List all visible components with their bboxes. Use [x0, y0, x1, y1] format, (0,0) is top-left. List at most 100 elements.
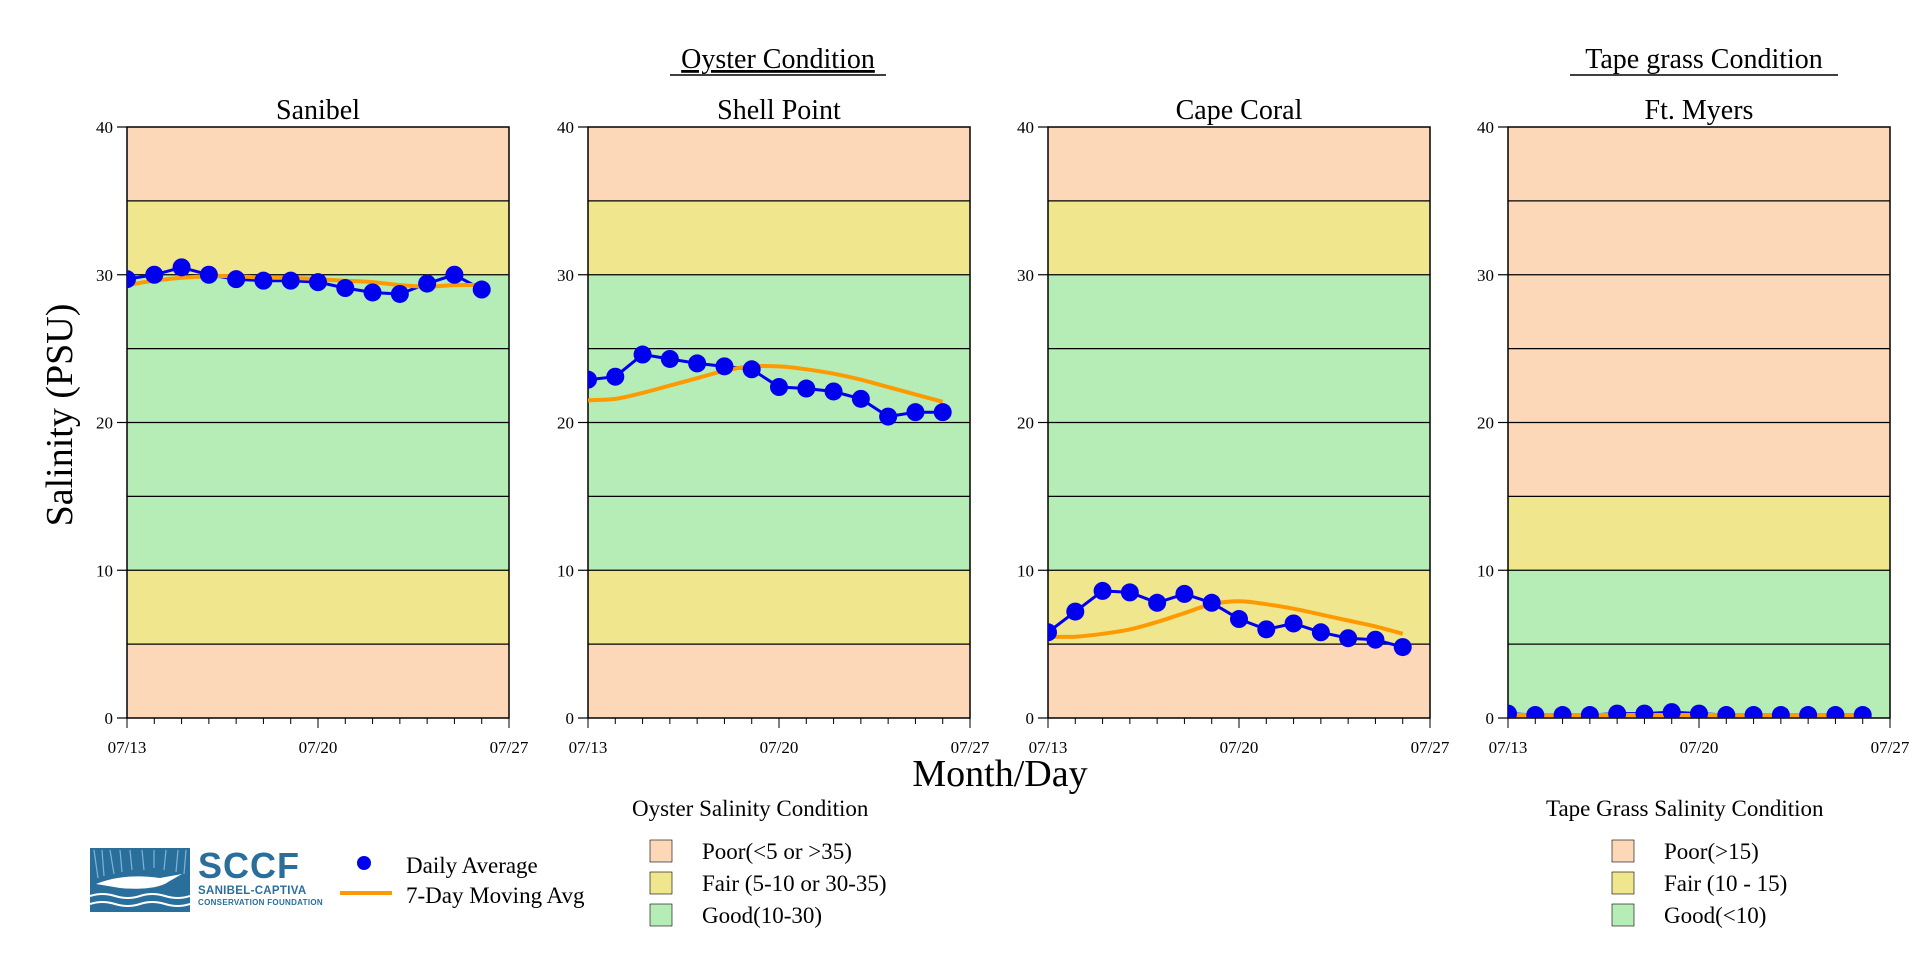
daily-average-point: [742, 360, 761, 379]
daily-average-point: [1120, 583, 1139, 602]
oyster-condition-legend: Oyster Salinity Condition Poor(<5 or >35…: [632, 796, 887, 928]
plot-area: [1508, 703, 1872, 718]
daily-average-point: [1366, 630, 1385, 649]
tapegrass-legend-item-poor: Poor(>15): [1664, 839, 1759, 864]
daily-average-point: [309, 273, 327, 292]
daily-average-point: [906, 403, 925, 422]
y-tick-label: 20: [96, 414, 113, 433]
daily-average-point: [1339, 629, 1358, 648]
x-axis-label: Month/Day: [912, 753, 1087, 795]
y-tick-label: 10: [557, 561, 574, 580]
daily-average-point: [472, 280, 491, 299]
panel-sanibel: Sanibel 0 10 20 30 40 07/13 07/20 07/27: [96, 95, 529, 757]
y-tick-label: 30: [96, 266, 113, 285]
daily-average-point: [1066, 602, 1085, 621]
y-tick-label: 30: [1017, 266, 1034, 285]
band-fair: [588, 200, 970, 275]
sccf-logo-tagline: CONSERVATION FOUNDATION: [198, 898, 323, 907]
daily-average-point: [1690, 704, 1708, 718]
sccf-bird-icon: [90, 848, 190, 912]
plot-area: [1048, 581, 1412, 657]
y-tick-label: 0: [1026, 709, 1035, 728]
sccf-logo: SCCF SANIBEL-CAPTIVA CONSERVATION FOUNDA…: [90, 848, 330, 914]
daily-average-point: [1257, 620, 1276, 639]
plot-area: [127, 258, 491, 303]
daily-average-point: [1580, 706, 1599, 718]
daily-average-point: [824, 382, 843, 401]
daily-average-point: [715, 357, 734, 376]
y-tick-label: 0: [1486, 709, 1495, 728]
y-tick-label: 0: [566, 709, 575, 728]
band-poor: [588, 644, 970, 718]
x-tick-label: 07/20: [1680, 738, 1719, 757]
daily-average-point: [254, 271, 273, 290]
tapegrass-legend-item-fair: Fair (10 - 15): [1664, 871, 1787, 896]
panel-title: Cape Coral: [1176, 95, 1303, 126]
panel-ft-myers: Ft. Myers 0 10 20 30 40 07/13 07/20 07/27: [1477, 95, 1910, 757]
y-tick-label: 10: [1017, 561, 1034, 580]
daily-average-point: [633, 345, 652, 364]
band-poor: [127, 644, 509, 718]
series-moving-average-line: [588, 363, 944, 404]
daily-average-point: [199, 265, 218, 284]
band-poor: [1048, 127, 1430, 201]
daily-average-point: [770, 378, 788, 397]
daily-average-point: [660, 349, 679, 368]
plot-area: [588, 345, 952, 426]
daily-average-point: [1148, 593, 1167, 612]
x-tick-label: 07/27: [490, 738, 529, 757]
y-tick-label: 20: [1017, 414, 1034, 433]
x-tick-label: 07/20: [299, 738, 338, 757]
legend-daily-label: Daily Average: [406, 853, 538, 878]
oyster-group-title: Oyster Condition: [681, 44, 875, 75]
series-legend: Daily Average 7-Day Moving Avg: [340, 853, 585, 908]
oyster-legend-title: Oyster Salinity Condition: [632, 796, 869, 821]
daily-average-point: [851, 389, 870, 408]
band-poor: [127, 127, 509, 201]
daily-average-point: [1526, 706, 1545, 718]
x-tick-label: 07/13: [569, 738, 608, 757]
band-fair: [1048, 200, 1430, 275]
daily-average-point: [797, 379, 816, 398]
daily-average-point: [1093, 581, 1112, 600]
daily-average-point: [336, 279, 355, 298]
sccf-logo-subtitle: SANIBEL-CAPTIVA: [198, 885, 307, 897]
y-tick-label: 20: [1477, 414, 1494, 433]
band-fair: [1508, 496, 1890, 571]
panel-title: Sanibel: [276, 95, 360, 126]
x-tick-label: 07/27: [951, 738, 990, 757]
daily-average-point: [1744, 706, 1763, 718]
panel-title: Shell Point: [717, 95, 841, 126]
oyster-legend-item-good: Good(10-30): [702, 903, 822, 928]
daily-average-point: [688, 354, 707, 373]
daily-average-point: [1202, 593, 1221, 612]
oyster-legend-swatch-good: [649, 903, 673, 927]
daily-average-point: [1826, 706, 1845, 718]
band-fair: [127, 200, 509, 275]
daily-average-point: [418, 274, 437, 293]
x-tick-label: 07/27: [1411, 738, 1450, 757]
band-poor: [1048, 644, 1430, 718]
daily-average-point: [588, 370, 597, 389]
daily-average-point: [1284, 614, 1303, 633]
y-tick-label: 30: [557, 266, 574, 285]
y-tick-label: 40: [1477, 118, 1494, 137]
daily-average-point: [1553, 706, 1572, 718]
daily-average-point: [1048, 623, 1057, 642]
daily-average-point: [363, 283, 382, 302]
band-fair: [127, 570, 509, 645]
band-poor: [588, 127, 970, 201]
y-tick-label: 10: [1477, 561, 1494, 580]
panel-shell-point: Shell Point 0 10 20 30 40 07/13 07/20 07/27: [557, 95, 990, 757]
series-moving-average-line: [1048, 599, 1404, 639]
y-tick-label: 40: [557, 118, 574, 137]
oyster-legend-item-fair: Fair (5-10 or 30-35): [702, 871, 887, 896]
y-axis-label: Salinity (PSU): [39, 304, 81, 527]
daily-average-point: [1662, 703, 1681, 718]
y-tick-label: 30: [1477, 266, 1494, 285]
daily-average-point: [1717, 706, 1736, 718]
daily-average-point: [1175, 584, 1194, 603]
sccf-logo-title: SCCF: [198, 845, 300, 886]
x-tick-label: 07/20: [760, 738, 799, 757]
